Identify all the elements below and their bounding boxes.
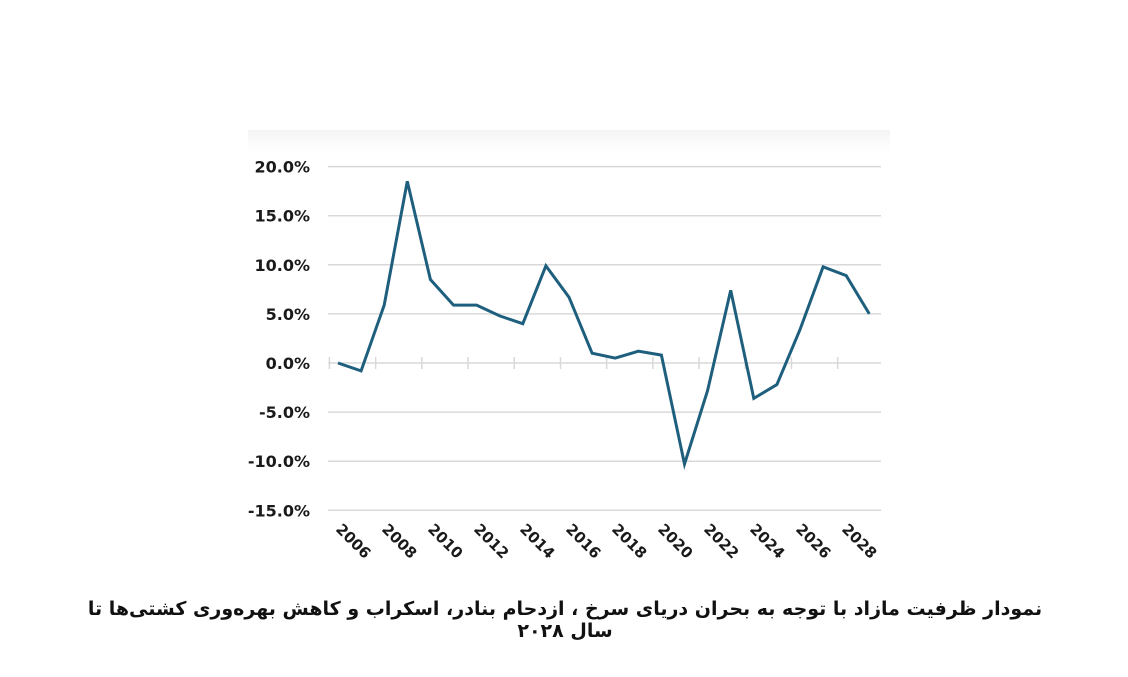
- chart-caption: نمودار ظرفیت مازاد با توجه به بحران دریا…: [87, 598, 1043, 642]
- x-axis-tick-label: 2014: [516, 520, 558, 562]
- y-axis-tick-label: -10.0%: [248, 452, 310, 471]
- y-axis-tick-label: -15.0%: [248, 501, 310, 520]
- y-axis-tick-label: 10.0%: [254, 256, 310, 275]
- x-axis-tick-label: 2016: [562, 520, 604, 562]
- plot-top-band: [248, 130, 890, 152]
- x-axis-tick-label: 2022: [700, 520, 742, 562]
- y-axis-tick-label: -5.0%: [259, 403, 310, 422]
- x-axis-tick-label: 2006: [332, 520, 374, 562]
- x-axis-tick-label: 2024: [746, 520, 788, 562]
- x-axis-tick-label: 2026: [792, 520, 834, 562]
- y-axis-tick-label: 20.0%: [254, 158, 310, 177]
- x-axis-tick-label: 2012: [470, 520, 512, 562]
- y-axis-tick-label: 5.0%: [266, 305, 310, 324]
- x-axis-tick-label: 2018: [608, 520, 650, 562]
- x-axis-tick-label: 2008: [378, 520, 420, 562]
- data-series-line: [337, 180, 871, 471]
- line-chart: 20.0% 15.0% 10.0% 5.0% 0.0% -5.0% -10.0% -15.0%…: [248, 130, 890, 570]
- y-axis-tick-label: 15.0%: [254, 207, 310, 226]
- y-axis-tick-label: 0.0%: [266, 354, 310, 373]
- x-axis-tick-label: 2028: [838, 520, 880, 562]
- x-axis-tick-label: 2010: [424, 520, 466, 562]
- chart-plot-area: 20.0% 15.0% 10.0% 5.0% 0.0% -5.0% -10.0% -15.0%…: [248, 158, 881, 562]
- x-axis-tick-label: 2020: [654, 520, 696, 562]
